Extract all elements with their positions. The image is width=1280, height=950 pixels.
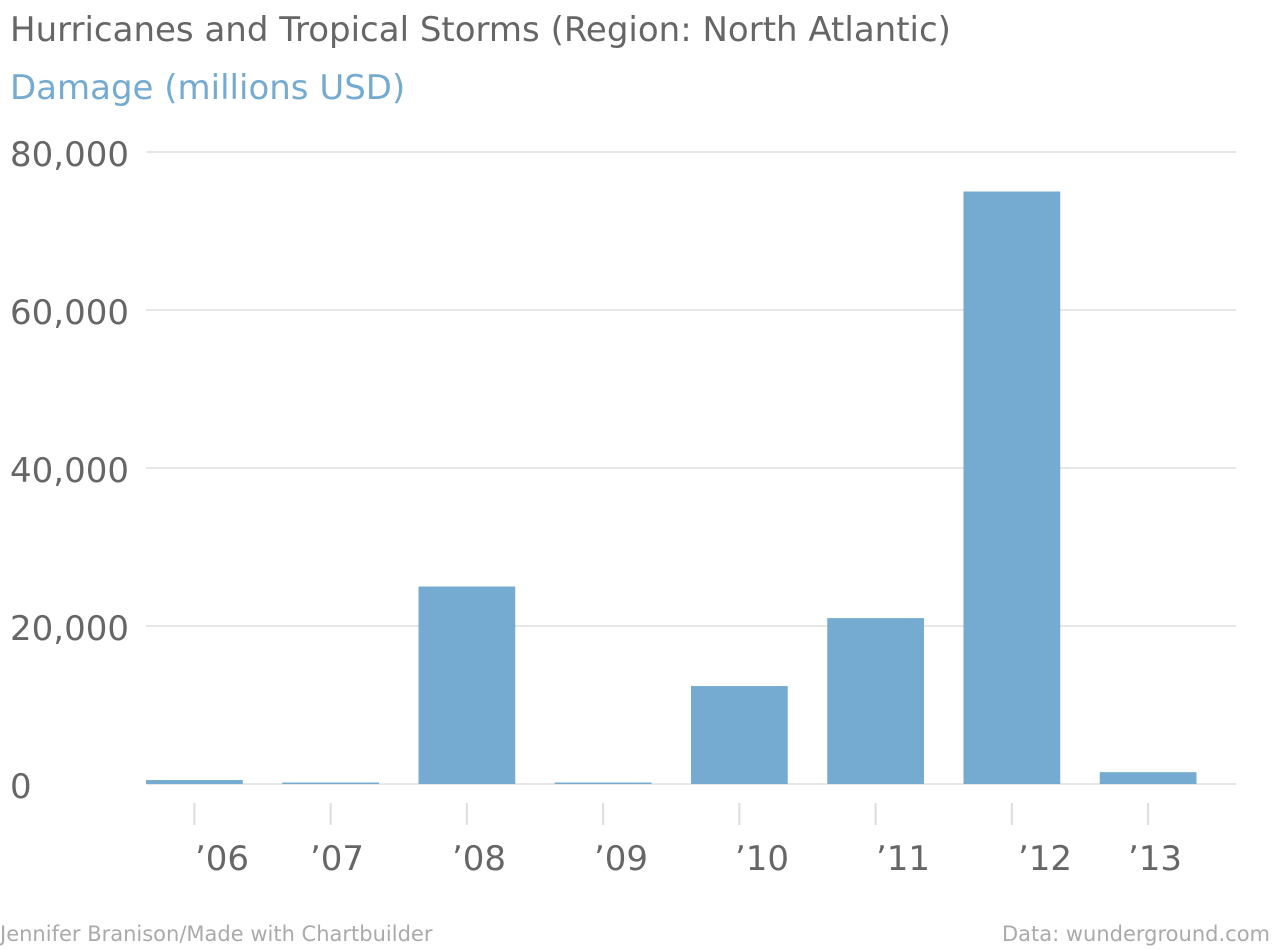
x-tick-label: ’06 — [195, 839, 249, 879]
x-tick-label: ’13 — [1128, 839, 1182, 879]
bar — [1099, 772, 1197, 784]
bar — [963, 191, 1061, 784]
y-tick-label: 20,000 — [10, 609, 129, 649]
bar — [418, 586, 516, 784]
x-tick-label: ’09 — [594, 839, 648, 879]
y-tick-label: 80,000 — [10, 135, 129, 175]
y-tick-label: 40,000 — [10, 451, 129, 491]
bar — [554, 782, 652, 784]
x-tick-label: ’12 — [1018, 839, 1072, 879]
x-tick-label: ’08 — [452, 839, 506, 879]
x-tick-label: ’10 — [735, 839, 789, 879]
bar — [282, 782, 379, 784]
chart-subtitle: Damage (millions USD) — [10, 68, 406, 108]
bar — [827, 618, 924, 784]
bar — [146, 780, 243, 784]
y-tick-label: 0 — [10, 767, 32, 807]
credit-text: Jennifer Branison/Made with Chartbuilder — [0, 922, 433, 946]
chart-title: Hurricanes and Tropical Storms (Region: … — [10, 10, 951, 50]
x-tick-label: ’07 — [310, 839, 364, 879]
x-tick-label: ’11 — [876, 839, 930, 879]
y-tick-label: 60,000 — [10, 293, 129, 333]
source-text: Data: wunderground.com — [1001, 922, 1270, 946]
bar — [691, 686, 788, 784]
